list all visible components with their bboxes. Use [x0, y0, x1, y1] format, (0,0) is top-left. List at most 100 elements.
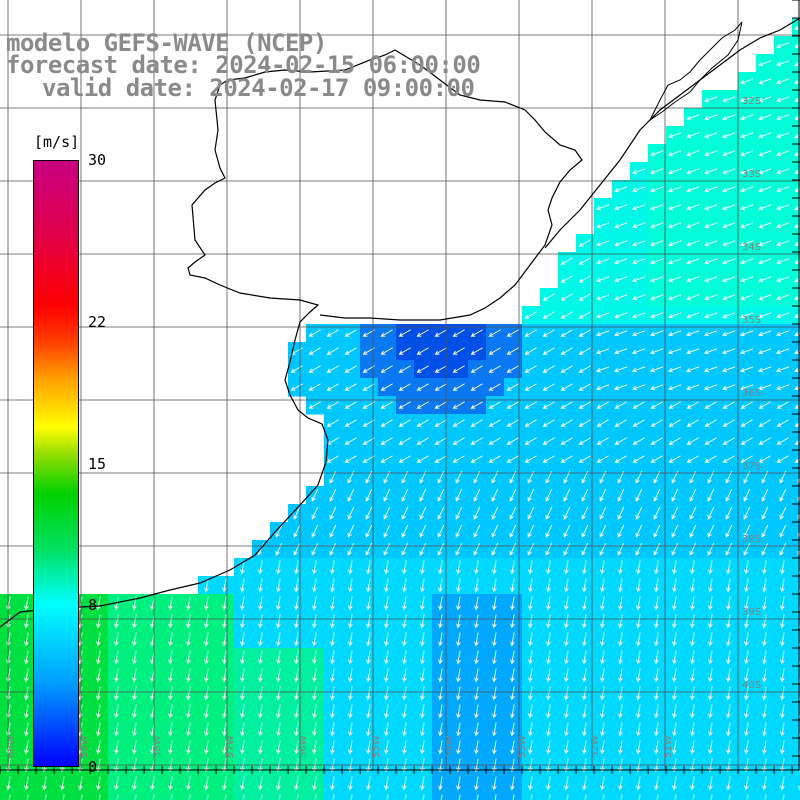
wind-arrow: [492, 668, 497, 683]
wind-arrow: [704, 276, 718, 283]
wind-arrow: [668, 312, 682, 319]
wind-arrow: [473, 524, 481, 538]
wind-arrow: [510, 596, 515, 611]
wind-cell: [792, 450, 800, 469]
wind-arrow: [222, 740, 227, 755]
wind-arrow: [722, 132, 736, 139]
wind-arrow: [560, 455, 573, 463]
wind-arrow: [24, 722, 29, 737]
wind-arrow: [689, 524, 697, 538]
wind-arrow: [512, 794, 515, 800]
wind-arrow: [434, 383, 447, 391]
wind-arrow: [402, 704, 407, 719]
wind-arrow: [596, 222, 610, 229]
wind-arrow: [654, 740, 659, 755]
wind-arrow: [618, 740, 623, 755]
wind-arrow: [152, 794, 155, 800]
wind-arrow: [740, 312, 754, 319]
wind-arrow: [347, 524, 355, 538]
wind-arrow: [636, 632, 641, 647]
wind-arrow: [636, 668, 641, 683]
wind-arrow: [24, 668, 29, 683]
wind-arrow: [704, 384, 718, 391]
wind-arrow: [186, 632, 191, 647]
wind-arrow: [434, 401, 447, 409]
wind-arrow: [620, 794, 623, 800]
wind-arrow: [780, 722, 785, 737]
wind-arrow: [470, 329, 483, 337]
wind-arrow: [222, 650, 227, 665]
wind-arrow: [654, 704, 659, 719]
wind-arrow: [560, 293, 573, 301]
wind-arrow: [794, 331, 800, 337]
wind-arrow: [506, 329, 519, 337]
wind-arrow: [708, 632, 713, 647]
wind-arrow: [617, 524, 625, 538]
lon-label-58W: 58W: [152, 735, 163, 758]
wind-arrow: [168, 704, 173, 719]
wind-arrow: [722, 96, 736, 103]
wind-arrow: [401, 488, 409, 502]
wind-arrow: [528, 596, 533, 611]
wind-arrow: [348, 686, 353, 701]
wind-arrow: [722, 384, 736, 391]
wind-arrow: [722, 401, 735, 409]
wind-arrow: [668, 455, 681, 463]
wind-cell: [792, 90, 800, 109]
wind-arrow: [779, 488, 787, 502]
wind-arrow: [600, 614, 605, 629]
wind-arrow: [560, 401, 573, 409]
wind-arrow: [524, 401, 537, 409]
wind-arrow: [329, 506, 337, 520]
wind-arrow: [650, 186, 664, 193]
wind-cell: [90, 792, 109, 800]
wind-arrow: [690, 560, 695, 575]
wind-arrow: [24, 740, 29, 755]
wind-arrow: [404, 794, 407, 800]
wind-arrow: [402, 740, 407, 755]
wind-arrow: [653, 488, 661, 502]
wind-arrow: [240, 650, 245, 665]
wind-arrow: [546, 704, 551, 719]
wind-arrow: [602, 794, 605, 800]
wind-arrow: [618, 578, 623, 593]
wind-cell: [792, 36, 800, 55]
wind-arrow: [596, 384, 610, 391]
wind-arrow: [794, 187, 800, 193]
wind-arrow: [744, 686, 749, 701]
wind-arrow: [638, 794, 641, 800]
wind-arrow: [794, 133, 800, 139]
wind-arrow: [722, 348, 736, 355]
wind-arrow: [546, 614, 551, 629]
wind-arrow: [746, 794, 749, 800]
wind-arrow: [491, 488, 499, 502]
wind-arrow: [528, 722, 533, 737]
wind-arrow: [524, 419, 537, 427]
wind-arrow: [743, 524, 751, 538]
wind-cell: [792, 558, 800, 577]
wind-arrow: [794, 25, 800, 31]
wind-arrow: [578, 329, 591, 337]
wind-cell: [792, 432, 800, 451]
wind-arrow: [329, 488, 337, 502]
wind-arrow: [600, 686, 605, 701]
wind-arrow: [456, 614, 461, 629]
wind-arrow: [455, 488, 463, 502]
wind-arrow: [344, 401, 357, 409]
wind-arrow: [524, 437, 537, 445]
wind-arrow: [650, 419, 663, 427]
wind-arrow: [296, 794, 299, 800]
wind-arrow: [384, 596, 389, 611]
wind-arrow: [668, 150, 682, 157]
wind-arrow: [240, 560, 245, 575]
wind-arrow: [419, 488, 427, 502]
wind-arrow: [509, 506, 517, 520]
wind-arrow: [258, 632, 263, 647]
wind-arrow: [488, 419, 501, 427]
wind-arrow: [668, 204, 682, 211]
wind-cell: [738, 792, 757, 800]
wind-arrow: [794, 422, 800, 427]
wind-arrow: [380, 455, 393, 463]
wind-arrow: [726, 686, 731, 701]
wind-arrow: [707, 506, 715, 520]
